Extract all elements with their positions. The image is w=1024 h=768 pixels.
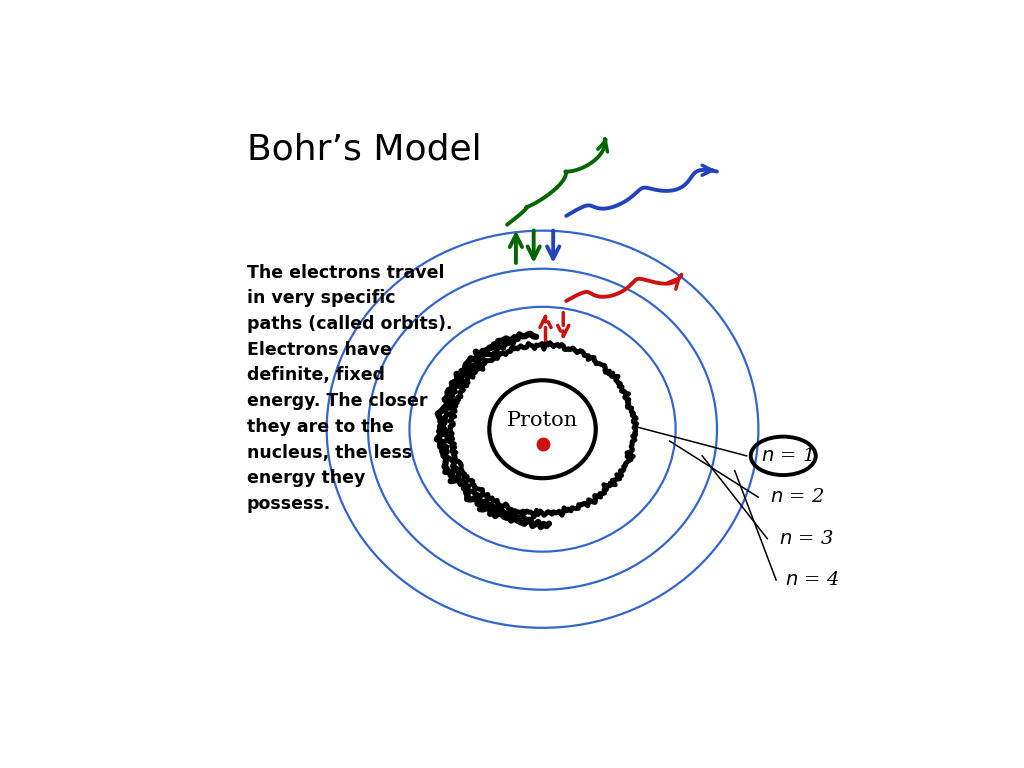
Text: Bohr’s Model: Bohr’s Model (247, 132, 481, 166)
Ellipse shape (489, 380, 596, 478)
Text: $n$ = 4: $n$ = 4 (785, 571, 839, 589)
Text: The electrons travel
in very specific
paths (called orbits).
Electrons have
defi: The electrons travel in very specific pa… (247, 263, 453, 513)
Text: $n$ = 2: $n$ = 2 (770, 488, 824, 506)
Text: $n$ = 3: $n$ = 3 (779, 530, 834, 548)
Text: $n$ = 1: $n$ = 1 (762, 447, 813, 465)
Text: Proton: Proton (507, 411, 579, 430)
